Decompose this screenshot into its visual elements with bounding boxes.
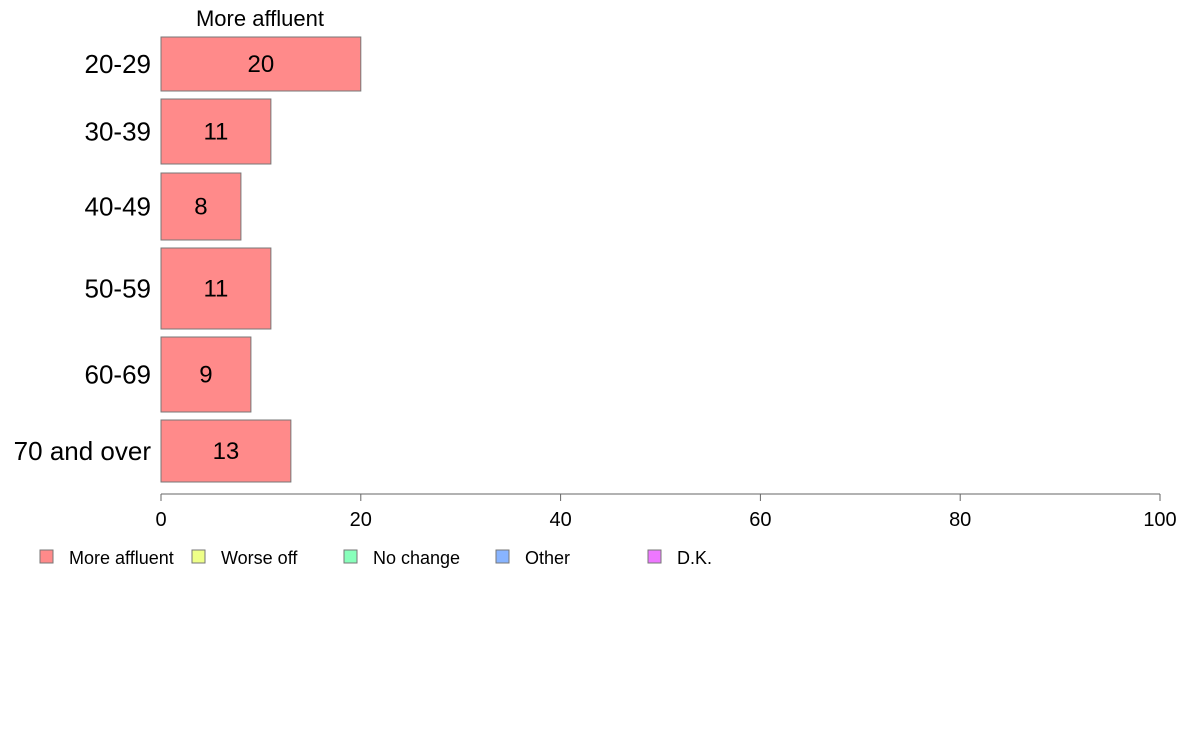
legend-swatch (192, 550, 205, 563)
bar-chart: More affluent 20 20-29 11 30-39 8 40-49 11 50-5… (0, 0, 1188, 736)
chart-title: More affluent (196, 6, 324, 31)
legend-label: D.K. (677, 548, 712, 568)
category-label: 30-39 (85, 117, 152, 147)
x-tick-label: 100 (1143, 509, 1176, 531)
x-tick-label: 80 (949, 509, 971, 531)
bar-value-label: 13 (213, 438, 240, 465)
legend-label: Worse off (221, 548, 298, 568)
bar-value-label: 11 (203, 119, 228, 146)
legend-label: Other (525, 548, 570, 568)
category-label: 70 and over (14, 436, 152, 466)
bar-value-label: 8 (194, 194, 207, 221)
legend-swatch (344, 550, 357, 563)
x-axis: 0 20 40 60 80 100 (155, 494, 1176, 531)
x-tick-label: 20 (350, 509, 372, 531)
bar-value-label: 9 (199, 362, 212, 389)
bar-value-label: 11 (203, 276, 228, 303)
category-label: 60-69 (85, 360, 152, 390)
legend-label: No change (373, 548, 460, 568)
x-tick-label: 40 (549, 509, 571, 531)
legend-swatch (496, 550, 509, 563)
bars-group: 20 20-29 11 30-39 8 40-49 11 50-59 9 60-69 13 70 an… (14, 37, 361, 482)
category-label: 40-49 (85, 192, 152, 222)
legend-swatch (648, 550, 661, 563)
category-label: 50-59 (85, 274, 152, 304)
legend-label: More affluent (69, 548, 174, 568)
x-tick-label: 0 (155, 509, 166, 531)
category-label: 20-29 (85, 49, 152, 79)
legend-swatch (40, 550, 53, 563)
legend: More affluent Worse off No change Other D.K. (40, 548, 712, 568)
x-tick-label: 60 (749, 509, 771, 531)
bar-value-label: 20 (248, 51, 275, 78)
